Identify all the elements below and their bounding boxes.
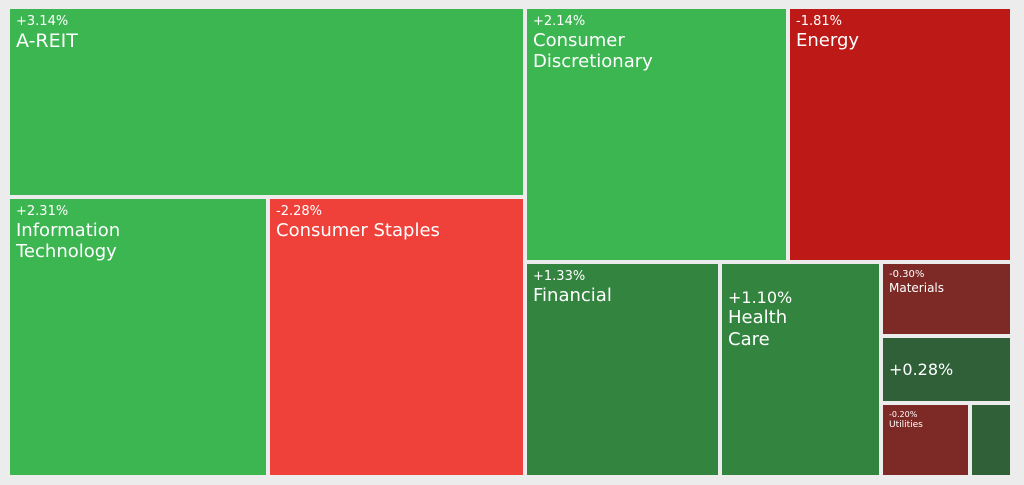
tile-change: +2.14%: [533, 14, 586, 29]
tile-materials[interactable]: -0.30% Materials: [883, 264, 1010, 334]
tile-change: -0.30%: [889, 269, 925, 280]
tile-change: -0.20%: [889, 410, 918, 419]
tile-utilities[interactable]: -0.20% Utilities: [883, 405, 968, 475]
tile-change: +0.28%: [889, 359, 954, 379]
tile-change: +1.10%: [728, 288, 793, 307]
tile-consumer-discretionary[interactable]: +2.14% Consumer Discretionary: [527, 9, 786, 260]
tile-name: Materials: [889, 281, 945, 295]
tile-information-technology[interactable]: +2.31% Information Technology: [10, 199, 266, 475]
tile-name: Consumer Discretionary: [533, 29, 653, 73]
tile-change: -1.81%: [796, 14, 842, 29]
tile-change: +1.33%: [533, 269, 586, 284]
tile-change: -2.28%: [276, 204, 322, 219]
tile-change: +3.14%: [16, 14, 69, 29]
tile-change: +2.31%: [16, 204, 69, 219]
tile-unlabeled-positive[interactable]: +0.28%: [883, 338, 1010, 401]
tile-a-reit[interactable]: +3.14% A-REIT: [10, 9, 523, 195]
tile-name: Consumer Staples: [276, 219, 440, 241]
tile-energy[interactable]: -1.81% Energy: [790, 9, 1010, 260]
tile-name: Utilities: [889, 419, 923, 430]
tile-consumer-staples[interactable]: -2.28% Consumer Staples: [270, 199, 523, 475]
tile-name: Health Care: [728, 307, 788, 350]
tile-name: Energy: [796, 29, 860, 51]
tile-name: A-REIT: [16, 29, 78, 52]
tile-name: Financial: [533, 284, 612, 306]
tile-financial[interactable]: +1.33% Financial: [527, 264, 718, 475]
tile-name: Information Technology: [16, 219, 121, 263]
tile-health-care[interactable]: +1.10% Health Care: [722, 264, 879, 475]
tile-unlabeled-small[interactable]: [972, 405, 1010, 475]
